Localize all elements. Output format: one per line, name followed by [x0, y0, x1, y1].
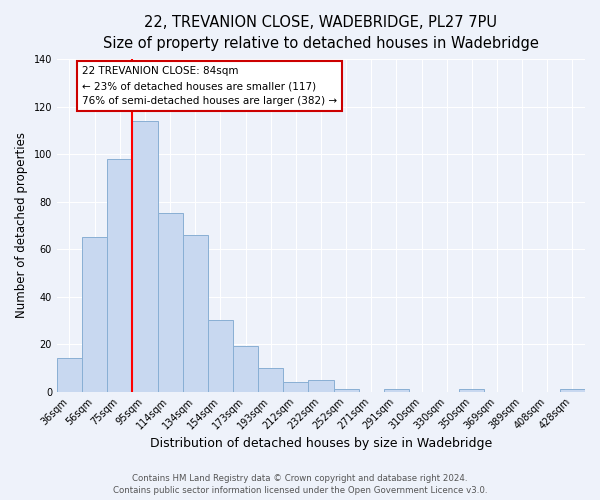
Bar — [308, 380, 334, 392]
Y-axis label: Number of detached properties: Number of detached properties — [15, 132, 28, 318]
Bar — [384, 389, 409, 392]
Bar — [208, 320, 233, 392]
Text: 22 TREVANION CLOSE: 84sqm
← 23% of detached houses are smaller (117)
76% of semi: 22 TREVANION CLOSE: 84sqm ← 23% of detac… — [82, 66, 337, 106]
Bar — [107, 159, 133, 392]
Bar — [82, 237, 107, 392]
Title: 22, TREVANION CLOSE, WADEBRIDGE, PL27 7PU
Size of property relative to detached : 22, TREVANION CLOSE, WADEBRIDGE, PL27 7P… — [103, 15, 539, 51]
Bar — [560, 389, 585, 392]
Bar — [283, 382, 308, 392]
Bar — [57, 358, 82, 392]
Bar — [233, 346, 258, 392]
Bar — [158, 214, 182, 392]
Bar — [459, 389, 484, 392]
Text: Contains HM Land Registry data © Crown copyright and database right 2024.
Contai: Contains HM Land Registry data © Crown c… — [113, 474, 487, 495]
Bar — [334, 389, 359, 392]
X-axis label: Distribution of detached houses by size in Wadebridge: Distribution of detached houses by size … — [150, 437, 492, 450]
Bar — [258, 368, 283, 392]
Bar — [133, 121, 158, 392]
Bar — [182, 235, 208, 392]
